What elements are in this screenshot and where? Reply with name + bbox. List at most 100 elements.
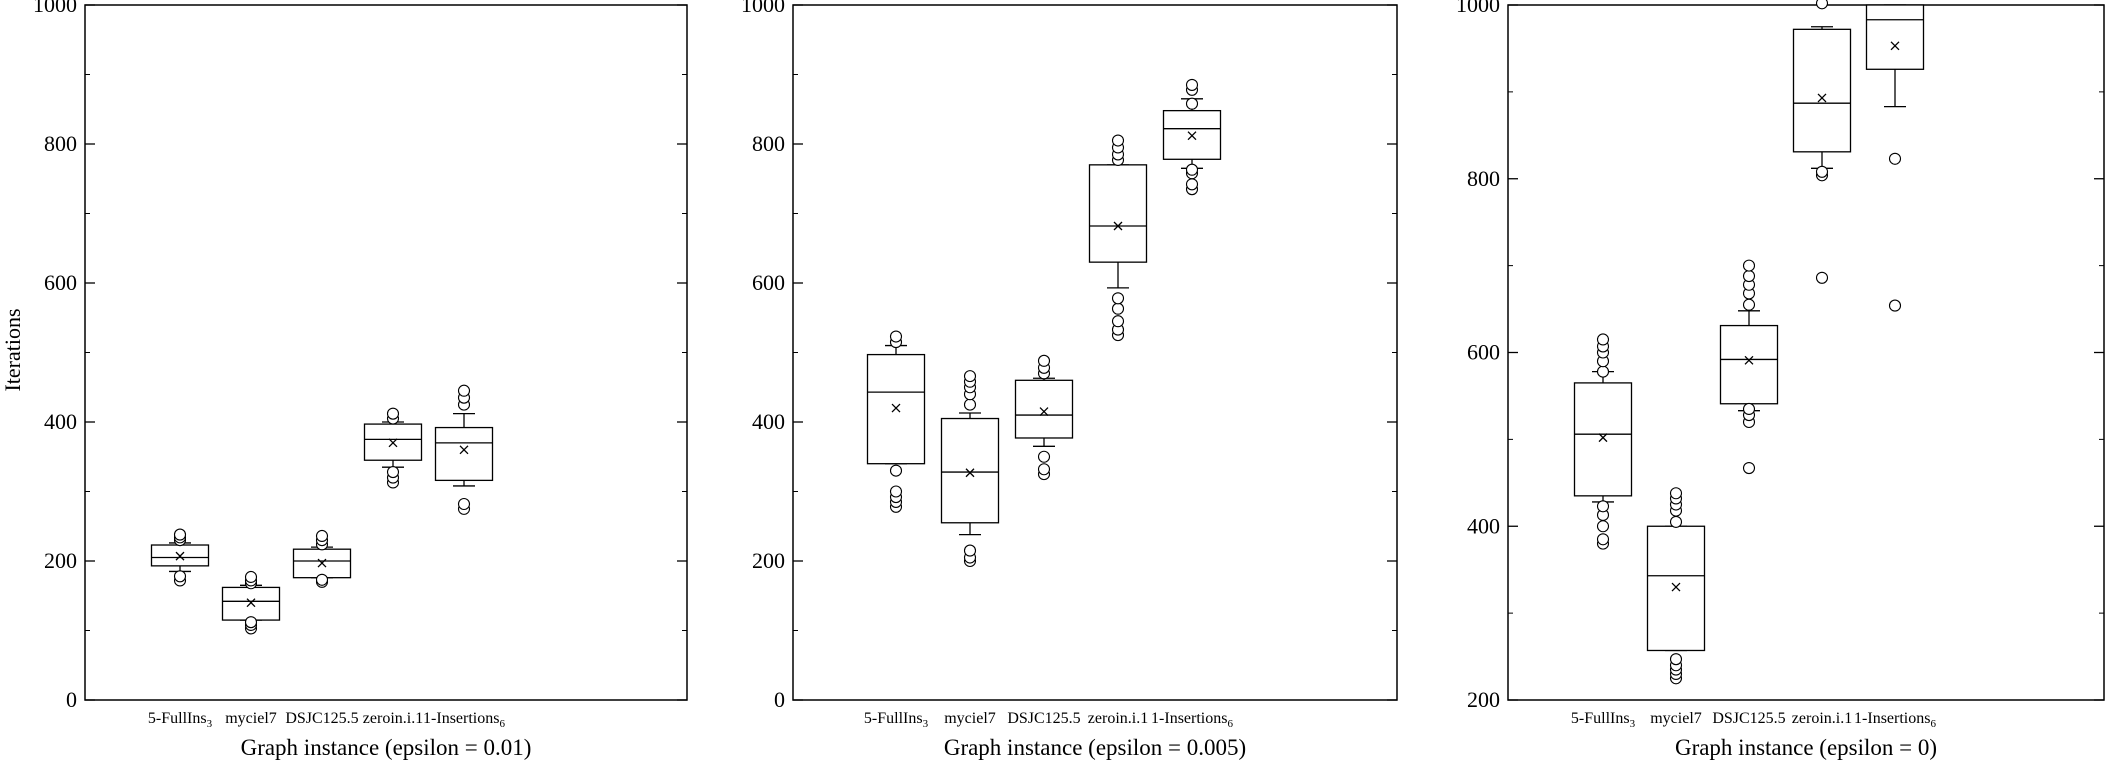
y-tick-label: 400	[1467, 513, 1500, 538]
y-tick-label: 400	[752, 409, 785, 434]
outlier-point	[1596, 500, 1610, 513]
x-tick-label-text: zeroin.i.1	[363, 710, 423, 727]
x-tick-label: DSJC125.5	[1712, 710, 1785, 727]
box-body	[221, 586, 281, 621]
outlier-point	[1111, 134, 1125, 147]
mean-marker	[965, 468, 975, 478]
outlier-point	[1111, 315, 1125, 328]
box-2	[940, 370, 1000, 568]
x-tick-label-text: DSJC125.5	[1712, 710, 1785, 727]
box-1	[150, 528, 210, 587]
outlier-point	[1742, 461, 1756, 475]
x-tick-label: 1-Insertions6	[1151, 710, 1233, 730]
x-tick-label-text: 1-Insertions	[423, 710, 499, 727]
box-4	[1792, 0, 1852, 284]
mean-marker	[891, 403, 901, 413]
outlier-point	[1669, 487, 1683, 500]
x-tick-label: 5-FullIns3	[148, 710, 213, 730]
y-tick-label: 400	[44, 409, 77, 434]
x-tick-label-text: myciel7	[1650, 710, 1702, 727]
outlier-point	[457, 384, 471, 397]
box-body	[1088, 164, 1148, 263]
mean-marker	[1744, 355, 1754, 365]
x-tick-label-text: myciel7	[944, 710, 996, 727]
mean-marker	[1113, 221, 1123, 231]
x-axis-label: Graph instance (epsilon = 0)	[1675, 735, 1937, 760]
box-5	[434, 384, 494, 515]
outlier-point	[1596, 533, 1610, 546]
x-tick-label: DSJC125.5	[1007, 710, 1080, 727]
x-tick-label-text: zeroin.i.1	[1792, 710, 1852, 727]
x-tick-label: 1-Insertions6	[423, 710, 505, 730]
outlier-point	[1185, 163, 1199, 176]
x-tick-label: zeroin.i.1	[1088, 710, 1148, 727]
outlier-point	[1111, 292, 1125, 305]
outlier-point	[1742, 269, 1756, 283]
box-body	[1646, 525, 1706, 652]
outlier-point	[244, 616, 258, 629]
y-tick-label: 1000	[33, 0, 77, 17]
outlier-point	[173, 570, 187, 583]
y-tick-label: 800	[1467, 166, 1500, 191]
chart-panel-2: 0 200 400 600 800 1000 Graph instance (epsilon…	[741, 0, 1398, 760]
outlier-point	[1815, 165, 1829, 178]
outlier-point	[1037, 450, 1051, 463]
box-1	[866, 330, 926, 513]
box-body	[1792, 28, 1852, 153]
x-tick-label: myciel7	[225, 710, 277, 727]
y-tick-label: 0	[774, 687, 785, 712]
y-tick-label: 1000	[1456, 0, 1500, 17]
x-tick-label: 5-FullIns3	[864, 710, 929, 730]
y-tick-label: 1000	[741, 0, 785, 17]
box-3	[292, 529, 352, 588]
box-5	[1162, 78, 1222, 196]
x-tick-label-text: 1-Insertions	[1854, 710, 1930, 727]
box-body	[866, 353, 926, 465]
x-tick-label: DSJC125.5	[285, 710, 358, 727]
outlier-point	[1185, 78, 1199, 91]
outlier-point	[386, 407, 400, 420]
box-body	[1865, 4, 1925, 70]
outlier-point	[1888, 152, 1902, 165]
mean-marker	[1598, 433, 1608, 443]
outlier-point	[315, 573, 329, 586]
box-body	[434, 426, 494, 482]
outlier-point	[173, 528, 187, 541]
mean-marker	[388, 438, 398, 448]
outlier-point	[1037, 354, 1051, 367]
outlier-point	[963, 398, 977, 411]
y-axis-label: Iterations	[0, 308, 25, 391]
x-tick-label-subscript: 3	[207, 718, 213, 730]
outlier-point	[1596, 333, 1610, 346]
x-tick-label-text: 5-FullIns	[1571, 710, 1630, 727]
y-tick-label: 200	[1467, 687, 1500, 712]
box-body	[1719, 324, 1779, 405]
x-tick-label-text: DSJC125.5	[285, 710, 358, 727]
y-tick-label: 600	[1467, 340, 1500, 365]
box-body	[1573, 382, 1633, 497]
x-axis-label: Graph instance (epsilon = 0.01)	[241, 735, 532, 760]
box-body	[940, 417, 1000, 524]
y-tick-label: 600	[44, 270, 77, 295]
mean-marker	[1817, 93, 1827, 103]
mean-marker	[175, 551, 185, 561]
y-tick-label: 0	[66, 687, 77, 712]
box-5	[1865, 4, 1925, 312]
x-axis-label: Graph instance (epsilon = 0.005)	[944, 735, 1246, 760]
x-tick-label-text: zeroin.i.1	[1088, 710, 1148, 727]
y-tick-label: 600	[752, 270, 785, 295]
x-tick-label-subscript: 3	[923, 718, 929, 730]
outlier-point	[1669, 653, 1683, 666]
x-tick-label: zeroin.i.1	[1792, 710, 1852, 727]
box-2	[1646, 487, 1706, 685]
outlier-point	[1596, 520, 1610, 533]
outlier-point	[1742, 402, 1756, 416]
outlier-point	[889, 485, 903, 498]
x-tick-label-subscript: 6	[499, 718, 505, 730]
outlier-point	[244, 570, 258, 584]
box-4	[1088, 134, 1148, 342]
box-4	[363, 407, 423, 489]
mean-marker	[459, 445, 469, 455]
x-tick-label-subscript: 6	[1930, 718, 1936, 730]
